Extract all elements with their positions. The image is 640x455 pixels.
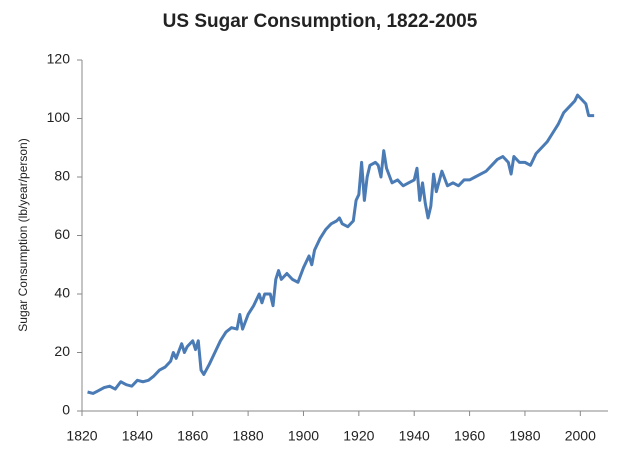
x-tick-label: 1920	[343, 428, 374, 444]
x-tick-label: 1900	[288, 428, 319, 444]
y-tick-label: 80	[54, 168, 70, 184]
data-line	[87, 93, 595, 395]
y-tick-label: 40	[54, 285, 70, 301]
y-tick-label: 100	[47, 109, 71, 125]
x-tick-label: 2000	[565, 428, 596, 444]
x-tick-label: 1860	[177, 428, 208, 444]
x-tick-label: 1840	[122, 428, 153, 444]
chart-title: US Sugar Consumption, 1822-2005	[163, 11, 478, 32]
y-tick-label: 60	[54, 226, 70, 242]
x-tick-label: 1820	[66, 428, 97, 444]
y-axis-label: Sugar Consumption (lb/year/person)	[16, 138, 30, 331]
y-tick-label: 0	[62, 402, 70, 418]
x-tick-label: 1960	[454, 428, 485, 444]
y-tick-label: 20	[54, 343, 70, 359]
y-tick-label: 120	[47, 51, 71, 67]
x-tick-label: 1880	[233, 428, 264, 444]
x-tick-label: 1980	[509, 428, 540, 444]
x-tick-label: 1940	[399, 428, 430, 444]
